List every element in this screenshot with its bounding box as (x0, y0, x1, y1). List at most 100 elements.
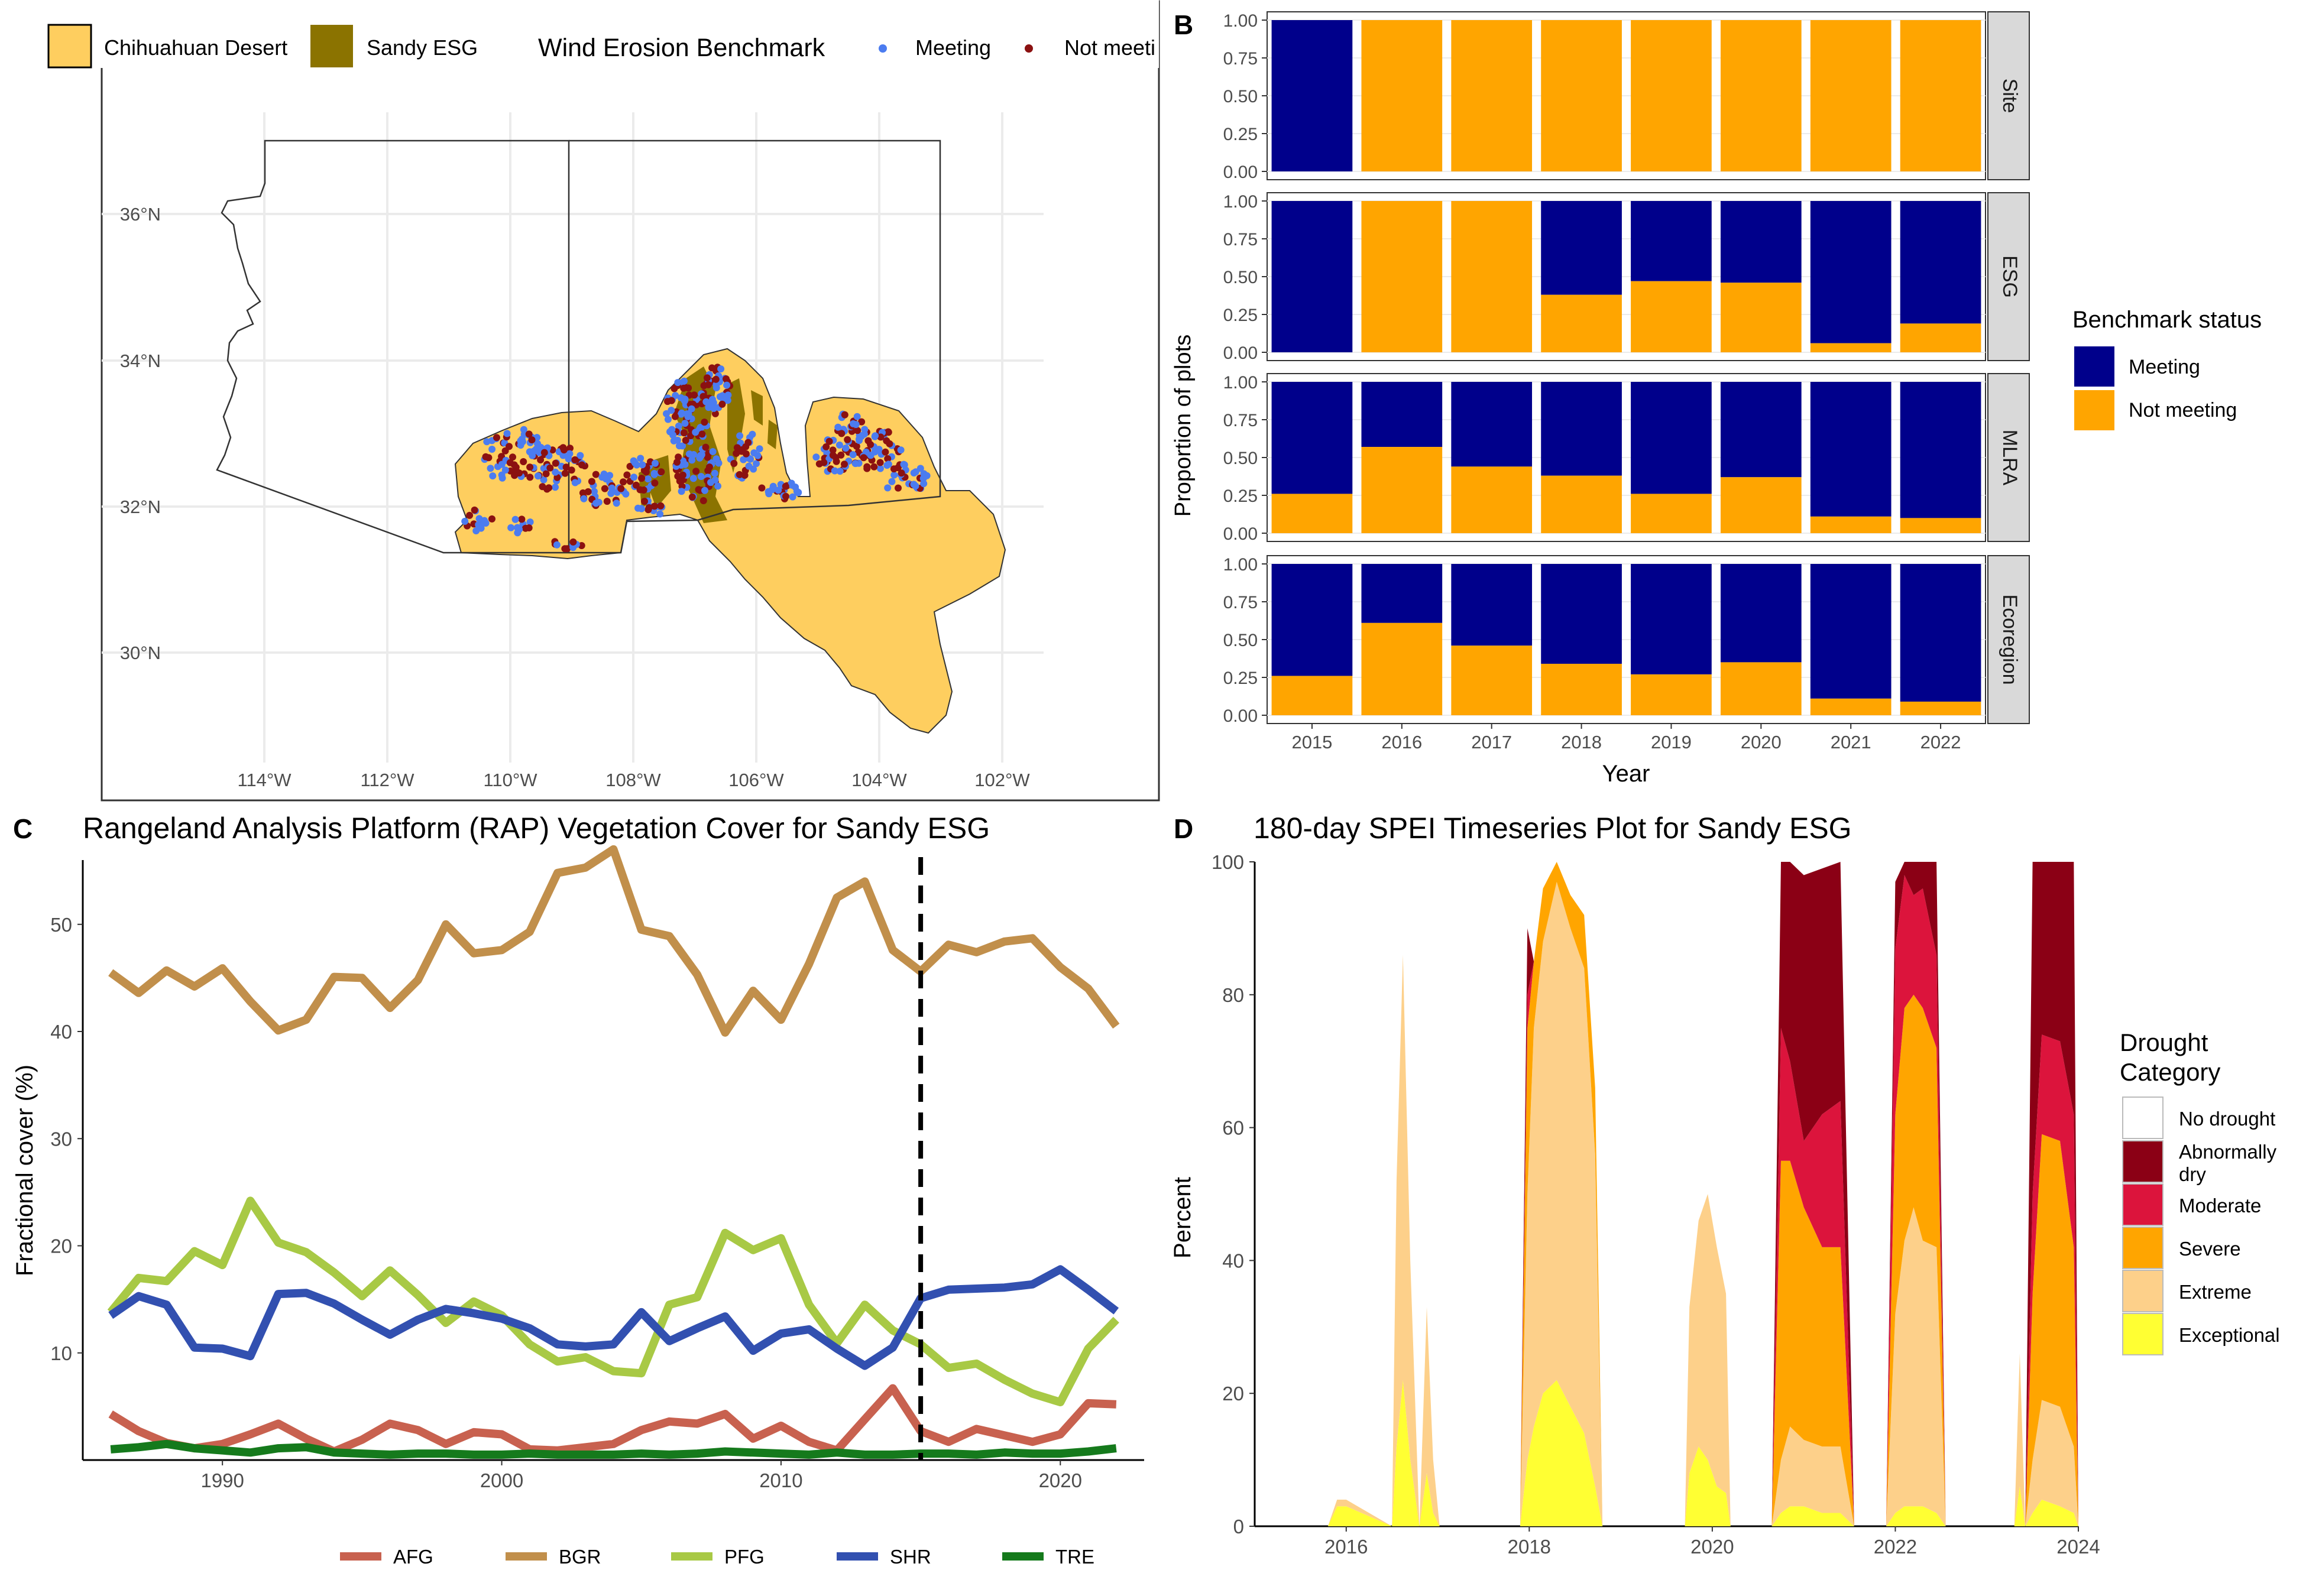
drought-legend-label: Abnormally (2179, 1141, 2277, 1163)
map-point (860, 454, 867, 462)
map-point (700, 382, 708, 390)
map-point (747, 455, 754, 463)
map-point (623, 471, 631, 479)
facet-y-tick-label: 0.75 (1223, 411, 1258, 430)
facet-strip (1987, 373, 2030, 542)
c-x-tick-label: 2020 (1039, 1470, 1082, 1491)
map-point (707, 479, 714, 486)
c-legend-label-afg: AFG (393, 1546, 433, 1568)
facet-strip (1987, 11, 2030, 180)
map-point (890, 471, 898, 479)
bar-not-meeting (1900, 701, 1981, 715)
lat-tick-32: 32°N (120, 497, 161, 517)
map-point (822, 443, 830, 450)
map-point (681, 460, 689, 468)
map-point (680, 384, 688, 392)
map-point (841, 460, 848, 468)
c-legend-label-bgr: BGR (559, 1546, 601, 1568)
map-point (540, 476, 548, 484)
bar-not-meeting (1451, 645, 1533, 715)
panel-c-legend: AFG BGR PFG SHR TRE (340, 1546, 1094, 1568)
drought-legend-label: No drought (2179, 1108, 2275, 1130)
bar-meeting (1720, 564, 1802, 663)
map-point (702, 443, 710, 451)
map-point (482, 453, 490, 460)
bar-meeting (1451, 382, 1533, 467)
map-point (898, 469, 905, 477)
map-point (641, 498, 648, 505)
map-point (477, 524, 485, 532)
map-point (539, 483, 546, 491)
c-y-tick-label: 50 (50, 914, 72, 936)
bar-meeting (1631, 382, 1712, 494)
bar-meeting (1541, 201, 1622, 295)
benchmark-legend-meeting-swatch (2074, 346, 2114, 387)
b-x-tick-label: 2022 (1920, 732, 1961, 752)
map-point (831, 467, 838, 475)
map-point (534, 472, 542, 480)
map-point (705, 463, 713, 471)
b-x-tick-label: 2015 (1291, 732, 1332, 752)
map-point (876, 459, 884, 466)
bar-meeting (1720, 201, 1802, 283)
map-point (890, 465, 898, 473)
bar-meeting (1541, 382, 1622, 476)
map-point (883, 437, 890, 445)
map-point (571, 479, 579, 486)
map-point (679, 471, 686, 479)
map-point (699, 497, 707, 504)
map-point (744, 439, 752, 446)
map-point (592, 499, 600, 507)
bar-not-meeting (1900, 518, 1981, 533)
legend-notmeeting-label: Not meeti (1064, 35, 1155, 60)
facet-y-tick-label: 1.00 (1223, 373, 1258, 392)
c-legend-label-tre: TRE (1055, 1546, 1094, 1568)
map-point (518, 515, 526, 523)
map-point (607, 489, 615, 497)
drought-legend-swatch (2122, 1227, 2164, 1269)
map-point (741, 472, 749, 479)
map-point (650, 470, 658, 477)
map-point (622, 490, 630, 498)
map-point (601, 485, 608, 492)
map-point (884, 484, 892, 492)
map-point (836, 468, 844, 475)
map-point (559, 444, 567, 452)
legend-desert-label: Chihuahuan Desert (104, 35, 287, 60)
bar-not-meeting (1361, 447, 1443, 533)
map-point (487, 465, 494, 472)
series-line-shr (108, 1265, 1119, 1370)
map-point (681, 395, 689, 403)
lon-tick-102: 102°W (974, 770, 1030, 790)
map-point (576, 452, 584, 459)
map-point (540, 449, 548, 456)
map-point (670, 437, 678, 445)
panel-d-legend: Drought Category No drought Abnormallydry… (2120, 1029, 2280, 1355)
map-point (676, 477, 684, 485)
bar-meeting (1541, 564, 1622, 664)
map-point (503, 430, 511, 437)
map-point (592, 471, 600, 478)
map-point (552, 484, 559, 491)
map-legend: Chihuahuan Desert Sandy ESG Wind Erosion… (0, 0, 1159, 69)
map-point (689, 475, 697, 482)
map-point (895, 484, 902, 492)
map-point (608, 484, 616, 492)
d-y-tick-label: 0 (1233, 1516, 1244, 1537)
map-point (749, 430, 756, 438)
map-point (580, 495, 588, 502)
lon-tick-112: 112°W (360, 770, 414, 790)
map-point (718, 392, 726, 400)
panel-c-ylabel: Fractional cover (%) (12, 1065, 38, 1276)
drought-legend-swatch (2122, 1097, 2164, 1139)
map-point (870, 463, 878, 471)
legend-meeting-dot (879, 44, 887, 53)
bar-not-meeting (1361, 20, 1443, 171)
facet-y-tick-label: 0.75 (1223, 230, 1258, 249)
bar-meeting (1900, 201, 1981, 324)
c-x-tick-label: 2010 (759, 1470, 802, 1491)
map-point (837, 451, 845, 459)
map-point (750, 449, 758, 457)
map-point (724, 397, 731, 404)
panel-b-xlabel: Year (1602, 761, 1650, 787)
